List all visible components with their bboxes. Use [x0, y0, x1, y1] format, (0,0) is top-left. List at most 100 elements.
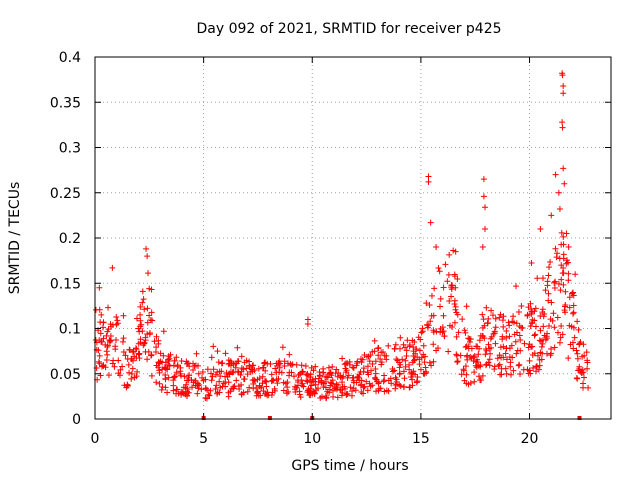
data-point — [217, 384, 224, 391]
data-point — [281, 358, 288, 365]
data-point — [298, 362, 305, 369]
y-tick-label: 0.05 — [50, 367, 81, 383]
data-point — [210, 366, 217, 373]
data-point — [393, 376, 400, 383]
data-point — [570, 302, 577, 309]
data-point — [441, 333, 448, 340]
data-point — [104, 351, 111, 358]
data-point — [426, 359, 433, 366]
data-point — [533, 363, 540, 370]
data-point — [446, 251, 453, 258]
data-point — [137, 339, 144, 346]
data-point — [146, 312, 153, 319]
data-point — [339, 379, 346, 386]
data-point — [454, 358, 461, 365]
data-point — [202, 385, 209, 392]
data-point — [162, 375, 169, 382]
data-point — [186, 363, 193, 370]
data-point — [367, 383, 374, 390]
data-point — [420, 342, 427, 349]
data-point — [230, 361, 237, 368]
data-point — [222, 373, 229, 380]
data-point — [440, 312, 447, 319]
data-point — [195, 370, 202, 377]
data-point — [534, 352, 541, 359]
data-point — [526, 357, 533, 364]
data-point — [278, 369, 285, 376]
data-point — [424, 324, 431, 331]
data-point — [521, 340, 528, 347]
data-point — [462, 329, 469, 336]
data-point — [112, 337, 119, 344]
data-point — [561, 180, 568, 187]
data-point — [507, 363, 514, 370]
data-point — [276, 360, 283, 367]
data-point — [170, 387, 177, 394]
data-point — [210, 343, 217, 350]
data-point — [198, 386, 205, 393]
data-point — [445, 348, 452, 355]
data-point — [303, 371, 310, 378]
data-point — [483, 304, 490, 311]
data-point — [146, 331, 153, 338]
data-point — [473, 364, 480, 371]
data-point — [563, 230, 570, 237]
data-point — [100, 363, 107, 370]
data-point — [181, 373, 188, 380]
data-point — [327, 370, 334, 377]
data-point — [335, 381, 342, 388]
data-point — [327, 369, 334, 376]
x-tick-label: 5 — [199, 431, 208, 447]
data-point — [559, 72, 566, 79]
data-point — [337, 374, 344, 381]
data-point — [126, 369, 133, 376]
data-point — [565, 277, 572, 284]
data-point — [430, 358, 437, 365]
data-point — [509, 318, 516, 325]
data-point — [216, 378, 223, 385]
data-point — [129, 365, 136, 372]
data-point — [122, 352, 129, 359]
data-point — [457, 352, 464, 359]
data-point — [300, 383, 307, 390]
data-point — [520, 366, 527, 373]
data-point — [284, 379, 291, 386]
data-point — [563, 257, 570, 264]
data-point — [397, 361, 404, 368]
data-point — [171, 373, 178, 380]
data-point — [260, 387, 267, 394]
data-point — [556, 206, 563, 213]
y-axis-label: SRMTID / TECUs — [7, 182, 23, 295]
data-point — [149, 317, 156, 324]
data-point — [183, 381, 190, 388]
data-point — [558, 322, 565, 329]
data-point — [284, 360, 291, 367]
data-point — [196, 381, 203, 388]
data-point — [518, 303, 525, 310]
data-point — [360, 368, 367, 375]
data-point — [238, 353, 245, 360]
data-point — [468, 345, 475, 352]
data-point — [471, 378, 478, 385]
data-point — [162, 364, 169, 371]
data-point — [483, 361, 490, 368]
data-point — [412, 350, 419, 357]
data-point — [458, 371, 465, 378]
data-point — [452, 284, 459, 291]
data-point — [551, 324, 558, 331]
data-point — [303, 377, 310, 384]
data-point — [519, 324, 526, 331]
data-point — [185, 374, 192, 381]
data-point — [320, 383, 327, 390]
data-point — [103, 332, 110, 339]
data-point — [453, 333, 460, 340]
data-point — [374, 345, 381, 352]
data-point — [342, 369, 349, 376]
data-point — [322, 373, 329, 380]
data-point — [513, 320, 520, 327]
data-point — [547, 316, 554, 323]
data-point — [234, 358, 241, 365]
data-point — [570, 309, 577, 316]
data-point — [144, 356, 151, 363]
data-point — [528, 259, 535, 266]
